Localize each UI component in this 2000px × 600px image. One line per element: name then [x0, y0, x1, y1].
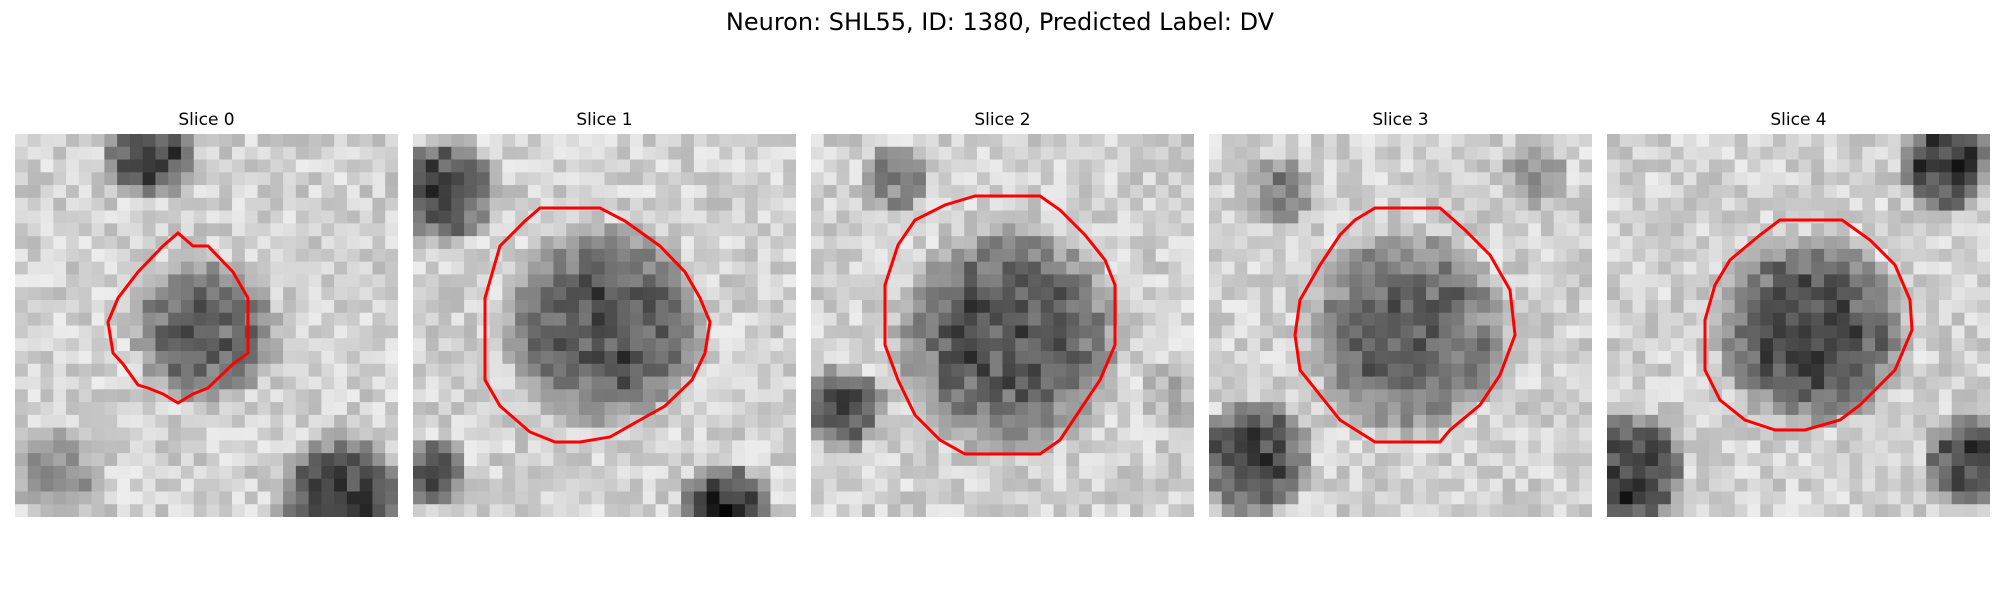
grayscale-image-3	[1209, 134, 1592, 517]
slice-image-3	[1209, 134, 1592, 517]
roi-contour-4	[1703, 218, 1914, 432]
grayscale-image-4	[1607, 134, 1990, 517]
slice-title-2: Slice 2	[974, 110, 1031, 130]
roi-contour-0	[106, 231, 250, 405]
slice-image-0	[15, 134, 398, 517]
slice-title-1: Slice 1	[576, 110, 633, 130]
slice-title-4: Slice 4	[1770, 110, 1827, 130]
slice-image-2	[811, 134, 1194, 517]
slice-image-4	[1607, 134, 1990, 517]
grayscale-image-1	[413, 134, 796, 517]
roi-contour-1	[483, 206, 712, 444]
slice-image-1	[413, 134, 796, 517]
roi-contour-2	[883, 194, 1117, 456]
figure-title: Neuron: SHL55, ID: 1380, Predicted Label…	[725, 8, 1275, 36]
roi-contour-3	[1293, 206, 1517, 444]
slice-title-0: Slice 0	[178, 110, 235, 130]
grayscale-image-0	[15, 134, 398, 517]
slice-title-3: Slice 3	[1372, 110, 1429, 130]
grayscale-image-2	[811, 134, 1194, 517]
